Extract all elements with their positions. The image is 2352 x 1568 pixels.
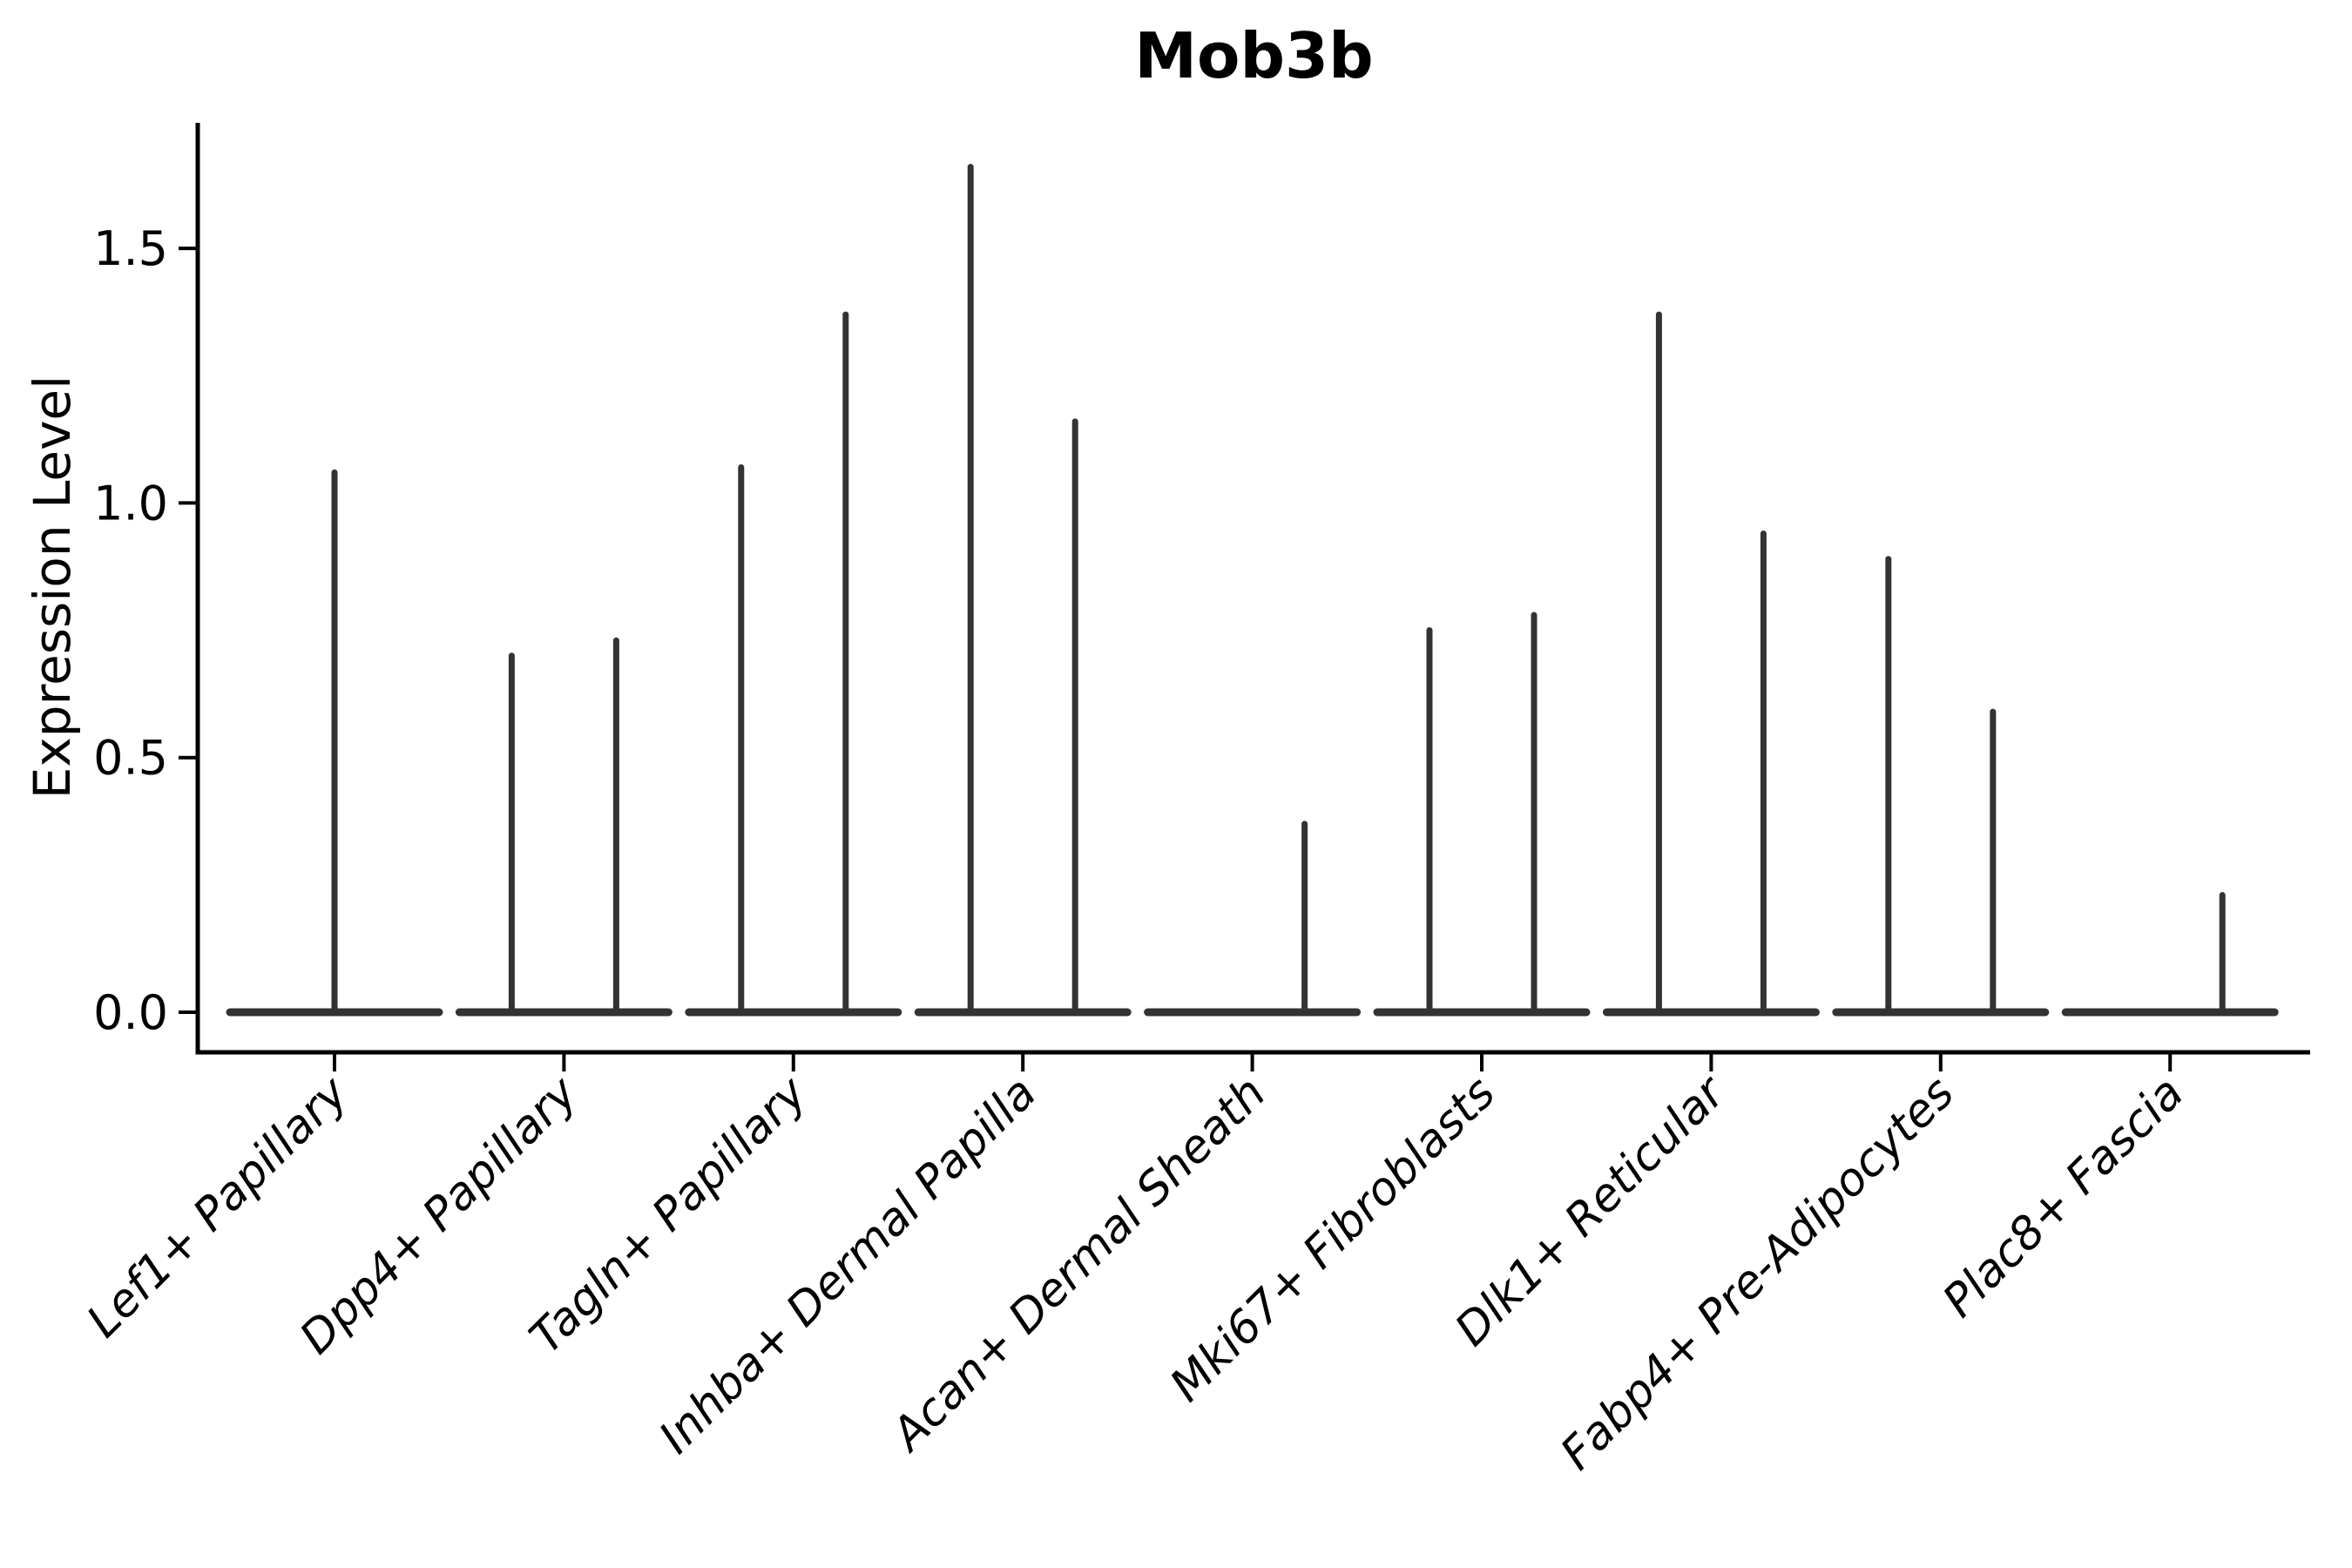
y-tick-label: 1.5 — [93, 221, 168, 276]
y-tick-label: 0.0 — [93, 985, 168, 1040]
x-tick-label: Fabp4+ Pre-Adipocytes — [1551, 1067, 1964, 1481]
x-tick-label: Plac8+ Fascia — [1933, 1067, 2193, 1328]
x-tick-label: Acan+ Dermal Sheath — [881, 1067, 1276, 1463]
y-tick-label: 0.5 — [93, 731, 168, 786]
y-tick-label: 1.0 — [93, 476, 168, 531]
chart-title: Mob3b — [1134, 19, 1374, 92]
x-tick-label: Inhba+ Dermal Papilla — [650, 1067, 1047, 1464]
